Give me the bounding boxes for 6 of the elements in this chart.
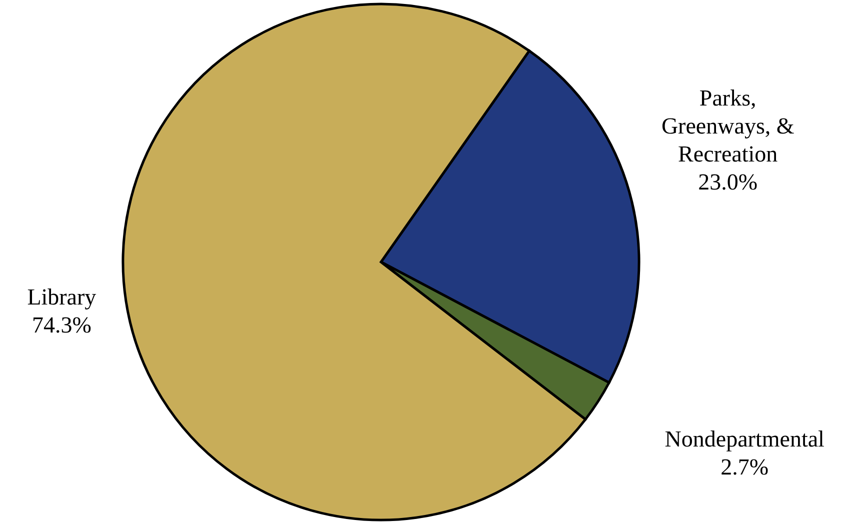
data-label: 2.7% (720, 454, 769, 480)
slice-label: Nondepartmental (664, 426, 824, 452)
data-label: 74.3% (32, 312, 92, 338)
slice-label: Library (27, 284, 97, 310)
data-label: 23.0% (698, 170, 758, 195)
slice-label: Parks, Greenways, & Recreation (661, 86, 794, 167)
